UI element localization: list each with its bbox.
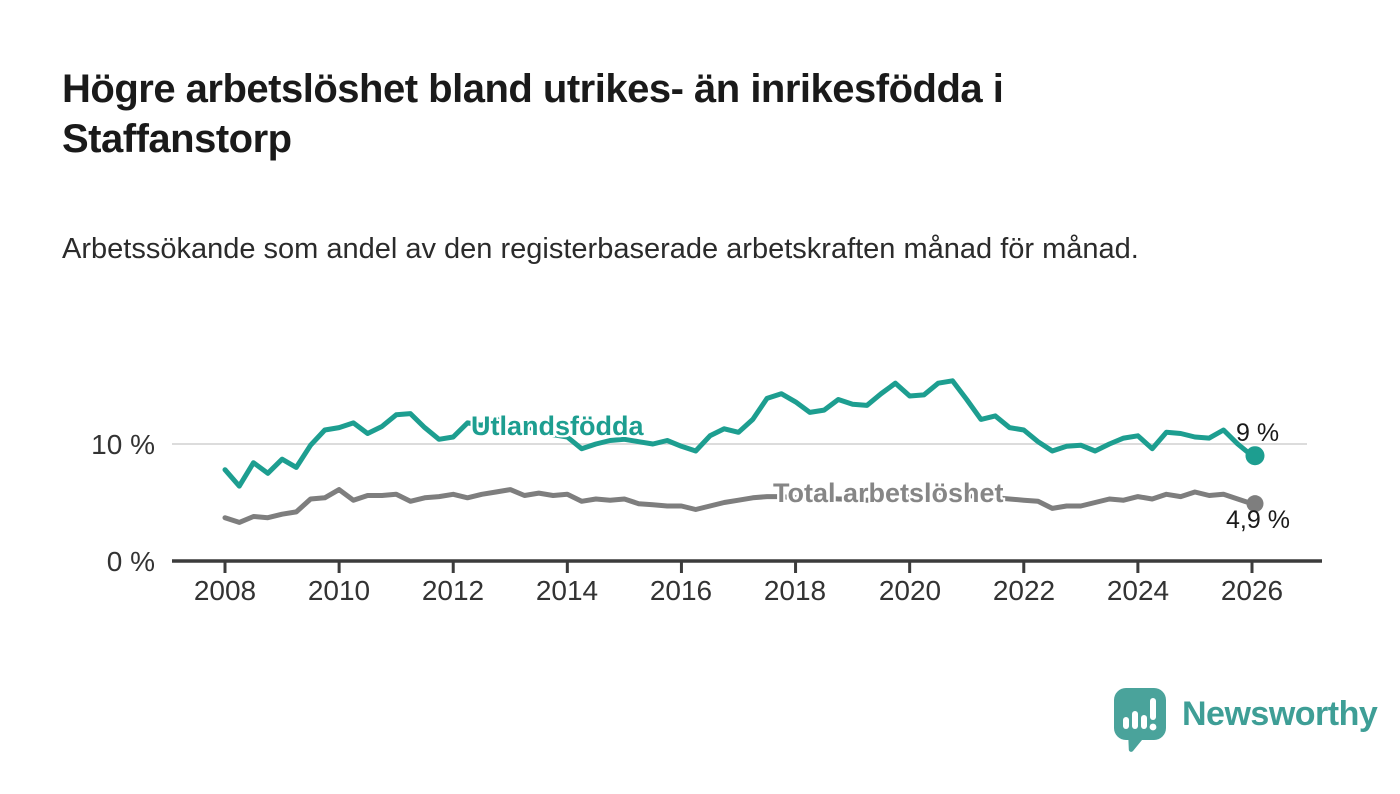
series-label-total-arbetsloshet: Total arbetslöshet bbox=[773, 478, 1004, 508]
y-tick-label-10: 10 % bbox=[91, 429, 155, 460]
chart-subtitle: Arbetssökande som andel av den registerb… bbox=[62, 233, 1139, 265]
line-utlandsfodda bbox=[222, 378, 1255, 489]
bar-chart-speech-bubble-icon bbox=[1114, 688, 1166, 752]
y-tick-label-0: 0 % bbox=[106, 546, 155, 577]
series-label-utlandsfodda: Utlandsfödda bbox=[471, 411, 644, 441]
x-tick-label-2010: 2010 bbox=[307, 575, 371, 606]
x-tick-label-2020: 2020 bbox=[878, 575, 942, 606]
x-tick-label-2018: 2018 bbox=[763, 575, 827, 606]
x-tick-label-2014: 2014 bbox=[535, 575, 599, 606]
x-tick-label-2026: 2026 bbox=[1220, 575, 1284, 606]
newsworthy-brand: Newsworthy bbox=[1112, 686, 1378, 754]
line-total-arbetsloshet bbox=[222, 487, 1255, 525]
x-tick-label-2024: 2024 bbox=[1106, 575, 1170, 606]
x-tick-label-2022: 2022 bbox=[992, 575, 1056, 606]
x-tick-label-2016: 2016 bbox=[649, 575, 713, 606]
brand-wordmark: Newsworthy bbox=[1182, 694, 1378, 733]
x-tick-label-2012: 2012 bbox=[421, 575, 485, 606]
end-dot-utlandsfodda bbox=[1245, 446, 1265, 466]
end-value-label-utlandsfodda: 9 % bbox=[1236, 419, 1280, 447]
x-tick-label-2008: 2008 bbox=[193, 575, 257, 606]
end-value-label-total: 4,9 % bbox=[1226, 506, 1290, 534]
page-title: Högre arbetslöshet bland utrikes- än inr… bbox=[62, 67, 1004, 162]
end-dot-total-arbetsloshet bbox=[1246, 495, 1264, 513]
